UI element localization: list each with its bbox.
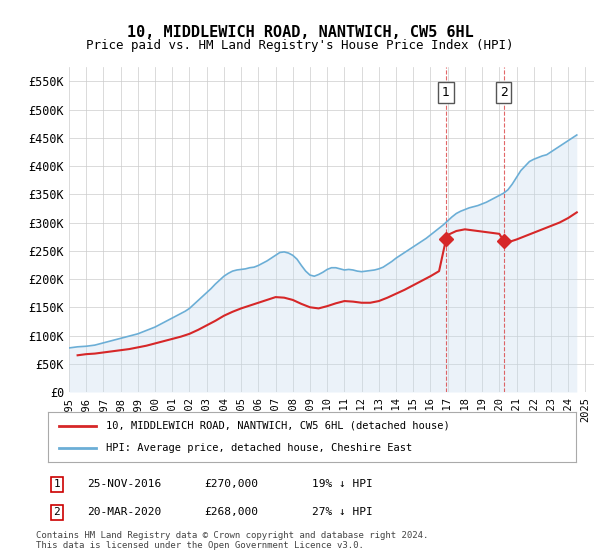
Text: 2: 2 (500, 86, 508, 99)
Text: Price paid vs. HM Land Registry's House Price Index (HPI): Price paid vs. HM Land Registry's House … (86, 39, 514, 52)
Text: 19% ↓ HPI: 19% ↓ HPI (312, 479, 373, 489)
Text: 25-NOV-2016: 25-NOV-2016 (87, 479, 161, 489)
Text: 2: 2 (53, 507, 61, 517)
Text: HPI: Average price, detached house, Cheshire East: HPI: Average price, detached house, Ches… (106, 443, 412, 453)
Text: 1: 1 (53, 479, 61, 489)
Text: £270,000: £270,000 (204, 479, 258, 489)
Text: 10, MIDDLEWICH ROAD, NANTWICH, CW5 6HL (detached house): 10, MIDDLEWICH ROAD, NANTWICH, CW5 6HL (… (106, 421, 450, 431)
Text: 27% ↓ HPI: 27% ↓ HPI (312, 507, 373, 517)
Text: £268,000: £268,000 (204, 507, 258, 517)
Text: 10, MIDDLEWICH ROAD, NANTWICH, CW5 6HL: 10, MIDDLEWICH ROAD, NANTWICH, CW5 6HL (127, 25, 473, 40)
Text: 20-MAR-2020: 20-MAR-2020 (87, 507, 161, 517)
Text: 1: 1 (442, 86, 450, 99)
Text: Contains HM Land Registry data © Crown copyright and database right 2024.
This d: Contains HM Land Registry data © Crown c… (36, 530, 428, 550)
